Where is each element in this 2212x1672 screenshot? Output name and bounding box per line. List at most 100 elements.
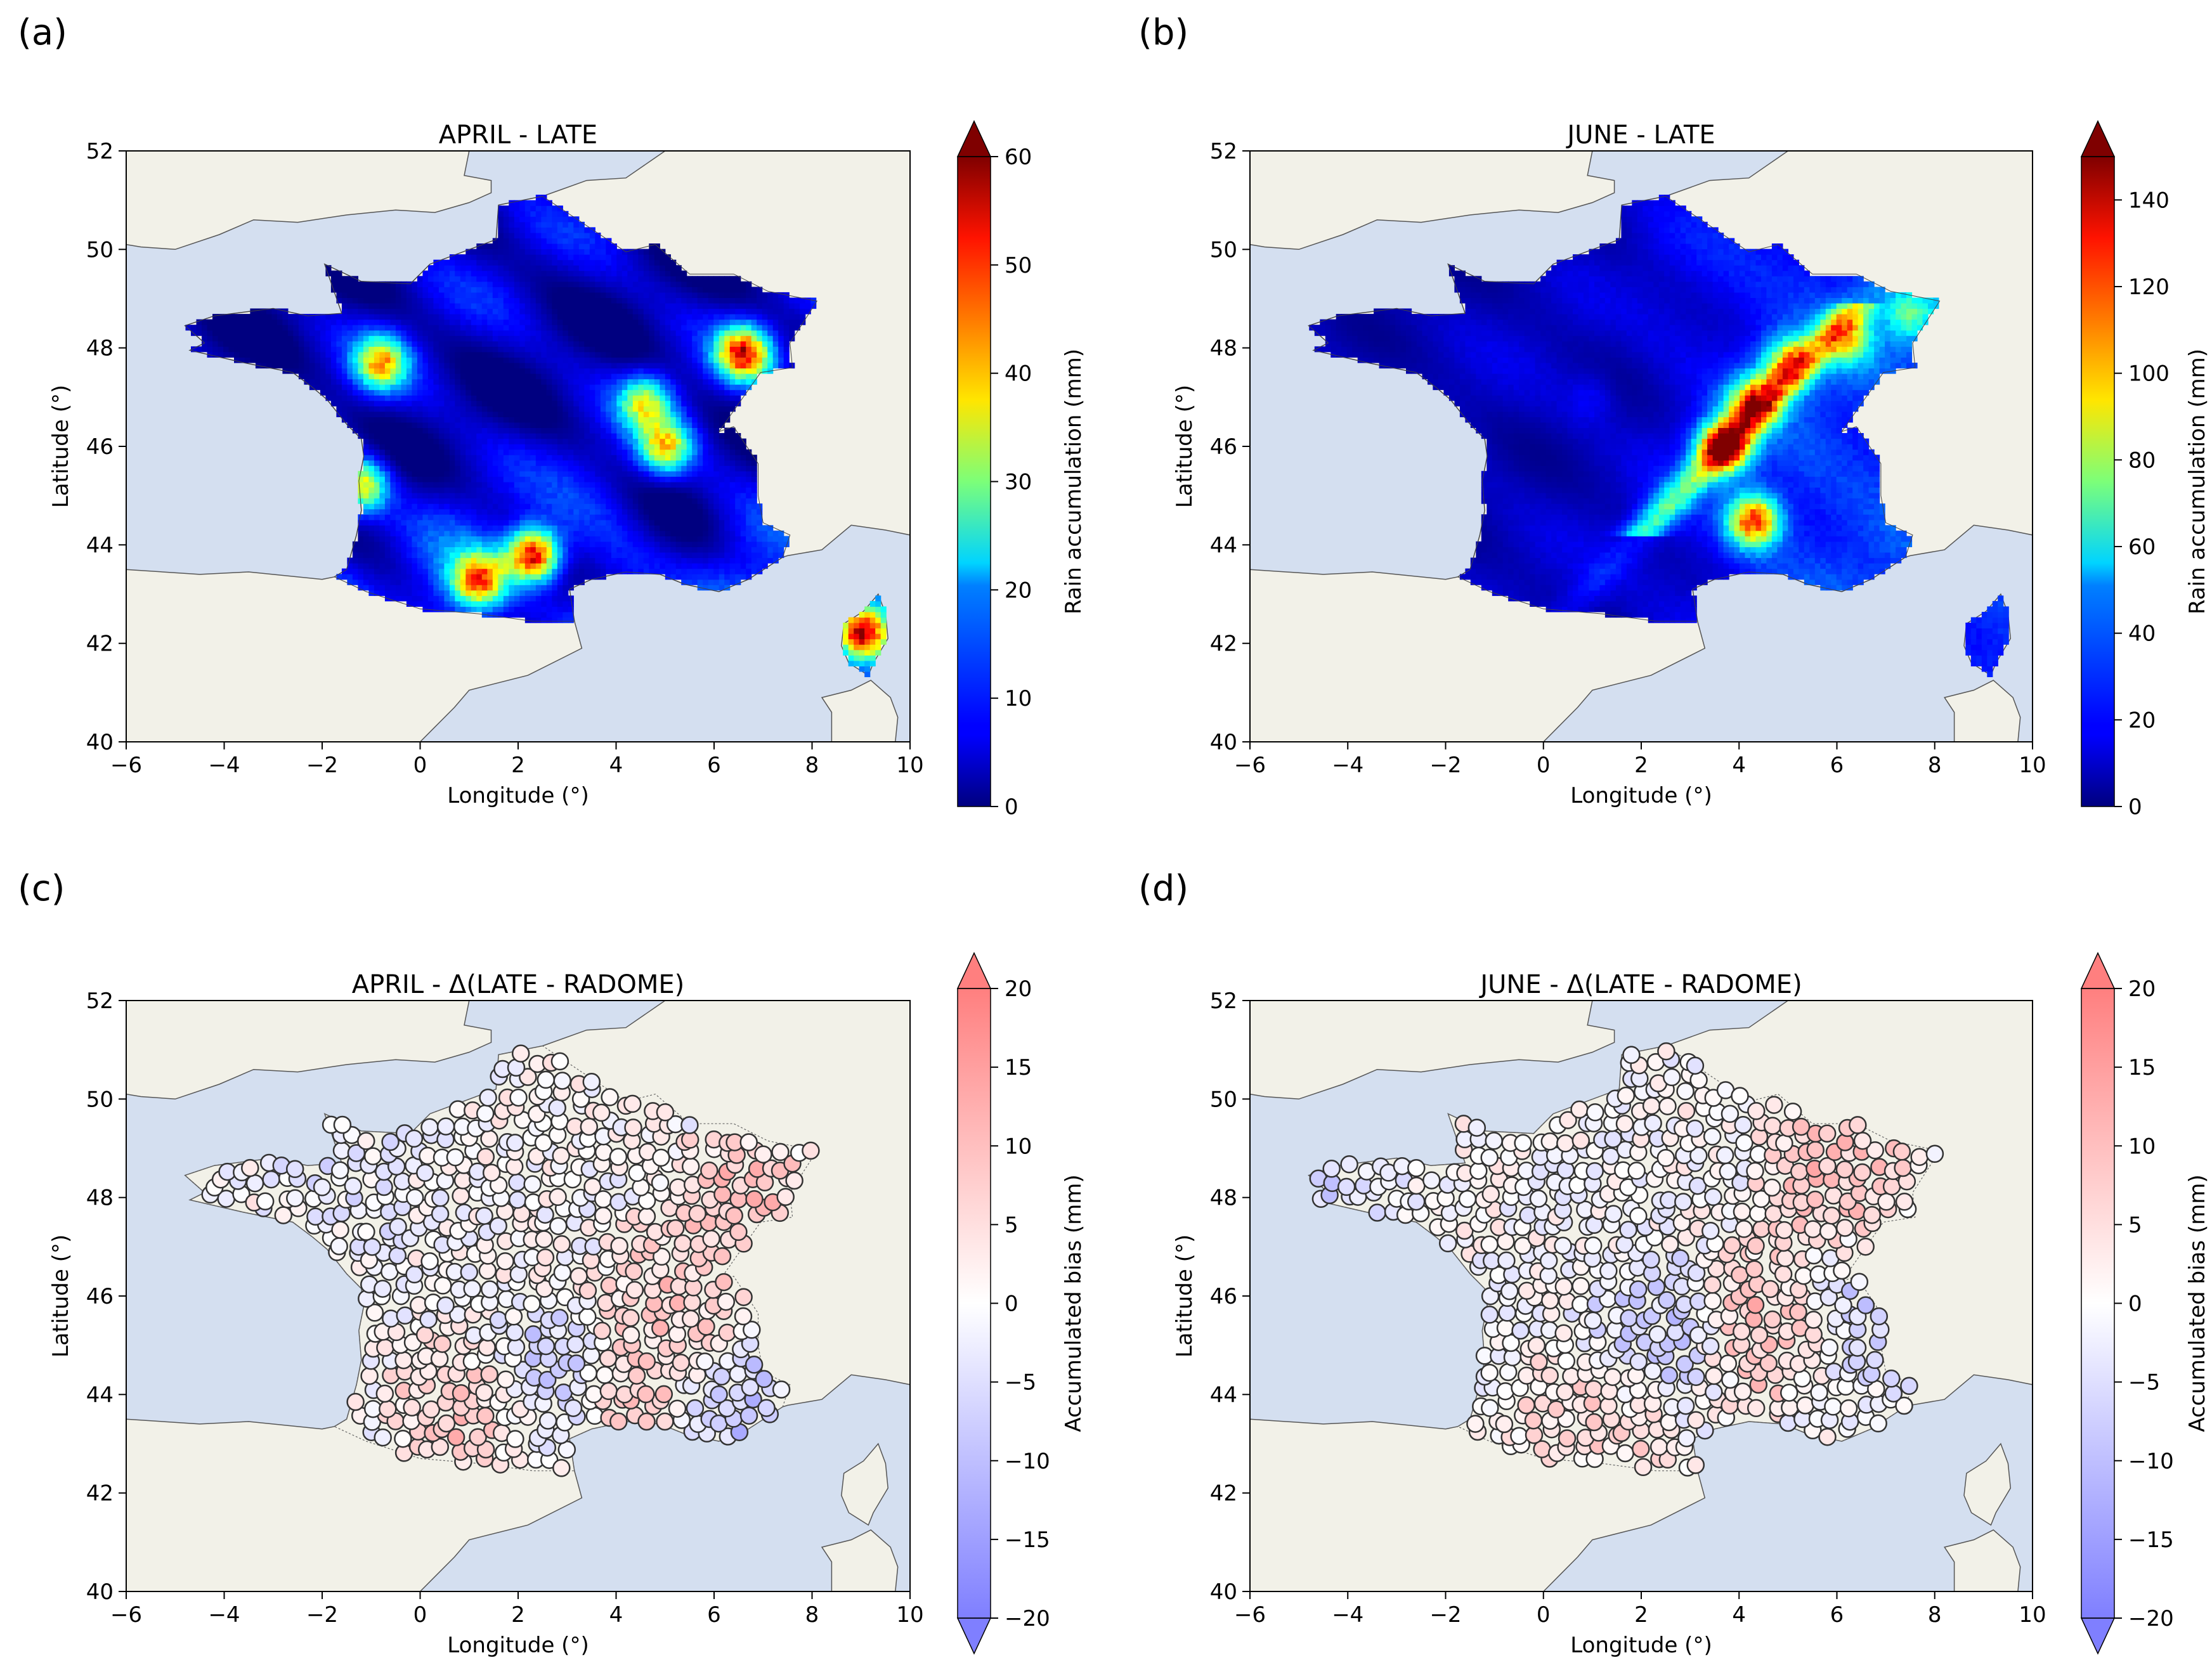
heatmap-cell bbox=[573, 303, 580, 309]
heatmap-cell bbox=[481, 351, 488, 358]
heatmap-cell bbox=[390, 363, 396, 369]
heatmap-cell bbox=[719, 579, 725, 585]
heatmap-cell bbox=[465, 314, 472, 320]
heatmap-cell bbox=[568, 411, 574, 417]
heatmap-cell bbox=[455, 579, 461, 585]
heatmap-cell bbox=[287, 357, 294, 363]
heatmap-cell bbox=[751, 552, 757, 559]
heatmap-cell bbox=[465, 379, 472, 385]
heatmap-cell bbox=[627, 384, 634, 391]
heatmap-cell bbox=[390, 498, 396, 504]
heatmap-cell bbox=[686, 346, 693, 353]
heatmap-cell bbox=[589, 303, 595, 309]
heatmap-cell bbox=[632, 335, 639, 342]
heatmap-cell bbox=[476, 493, 483, 499]
heatmap-cell bbox=[557, 281, 563, 287]
heatmap-cell bbox=[654, 455, 660, 461]
heatmap-cell bbox=[692, 444, 698, 450]
heatmap-cell bbox=[509, 389, 515, 396]
heatmap-cell bbox=[455, 493, 461, 499]
heatmap-cell bbox=[713, 303, 720, 309]
heatmap-cell bbox=[708, 308, 714, 314]
heatmap-cell bbox=[266, 340, 272, 347]
heatmap-cell bbox=[654, 292, 660, 298]
heatmap-cell bbox=[638, 449, 644, 455]
heatmap-cell bbox=[358, 351, 364, 358]
heatmap-cell bbox=[460, 514, 466, 521]
heatmap-cell bbox=[708, 481, 714, 488]
heatmap-cell bbox=[660, 487, 666, 493]
heatmap-cell bbox=[390, 514, 396, 521]
heatmap-cell bbox=[530, 276, 537, 282]
heatmap-cell bbox=[271, 308, 278, 314]
heatmap-cell bbox=[757, 536, 763, 542]
heatmap-cell bbox=[498, 270, 504, 276]
heatmap-cell bbox=[686, 460, 693, 466]
heatmap-cell bbox=[417, 536, 423, 542]
heatmap-cell bbox=[757, 363, 763, 369]
heatmap-cell bbox=[778, 541, 784, 547]
heatmap-cell bbox=[563, 481, 569, 488]
heatmap-cell bbox=[729, 351, 736, 358]
heatmap-cell bbox=[498, 481, 504, 488]
heatmap-cell bbox=[751, 465, 757, 472]
heatmap-cell bbox=[503, 449, 509, 455]
heatmap-cell bbox=[481, 363, 488, 369]
heatmap-cell bbox=[492, 373, 498, 380]
heatmap-cell bbox=[697, 287, 703, 293]
heatmap-cell bbox=[632, 422, 639, 428]
heatmap-cell bbox=[509, 557, 515, 564]
heatmap-cell bbox=[492, 444, 498, 450]
heatmap-cell bbox=[363, 325, 369, 331]
heatmap-cell bbox=[719, 476, 725, 483]
heatmap-cell bbox=[282, 346, 289, 353]
heatmap-cell bbox=[417, 557, 423, 564]
heatmap-cell bbox=[433, 270, 439, 276]
heatmap-cell bbox=[632, 509, 639, 515]
heatmap-cell bbox=[859, 638, 865, 645]
heatmap-cell bbox=[341, 314, 348, 320]
heatmap-cell bbox=[546, 400, 552, 406]
heatmap-cell bbox=[686, 433, 693, 439]
heatmap-cell bbox=[341, 335, 348, 342]
heatmap-cell bbox=[524, 417, 531, 423]
heatmap-cell bbox=[757, 552, 763, 559]
heatmap-cell bbox=[724, 297, 731, 304]
heatmap-cell bbox=[589, 340, 595, 347]
heatmap-cell bbox=[589, 470, 595, 477]
heatmap-cell bbox=[600, 557, 606, 564]
heatmap-cell bbox=[606, 493, 612, 499]
heatmap-cell bbox=[735, 481, 741, 488]
heatmap-cell bbox=[401, 470, 407, 477]
heatmap-cell bbox=[401, 595, 407, 602]
heatmap-cell bbox=[697, 319, 703, 325]
heatmap-cell bbox=[519, 493, 526, 499]
heatmap-cell bbox=[228, 335, 235, 342]
heatmap-cell bbox=[541, 373, 547, 380]
heatmap-cell bbox=[552, 568, 558, 574]
heatmap-cell bbox=[708, 389, 714, 396]
heatmap-cell bbox=[363, 557, 369, 564]
heatmap-cell bbox=[363, 547, 369, 553]
heatmap-cell bbox=[757, 351, 763, 358]
heatmap-cell bbox=[401, 557, 407, 564]
heatmap-cell bbox=[724, 568, 731, 574]
heatmap-cell bbox=[611, 509, 617, 515]
heatmap-cell bbox=[401, 503, 407, 510]
heatmap-cell bbox=[703, 568, 709, 574]
heatmap-cell bbox=[519, 595, 526, 602]
heatmap-cell bbox=[638, 335, 644, 342]
heatmap-cell bbox=[692, 530, 698, 536]
heatmap-cell bbox=[649, 368, 655, 374]
heatmap-cell bbox=[341, 411, 348, 417]
heatmap-cell bbox=[444, 270, 450, 276]
heatmap-cell bbox=[244, 319, 250, 325]
heatmap-cell bbox=[552, 319, 558, 325]
heatmap-cell bbox=[498, 368, 504, 374]
heatmap-cell bbox=[498, 574, 504, 580]
heatmap-cell bbox=[471, 281, 477, 287]
heatmap-cell bbox=[563, 600, 569, 607]
heatmap-cell bbox=[336, 281, 342, 287]
heatmap-cell bbox=[681, 281, 687, 287]
heatmap-cell bbox=[665, 574, 671, 580]
